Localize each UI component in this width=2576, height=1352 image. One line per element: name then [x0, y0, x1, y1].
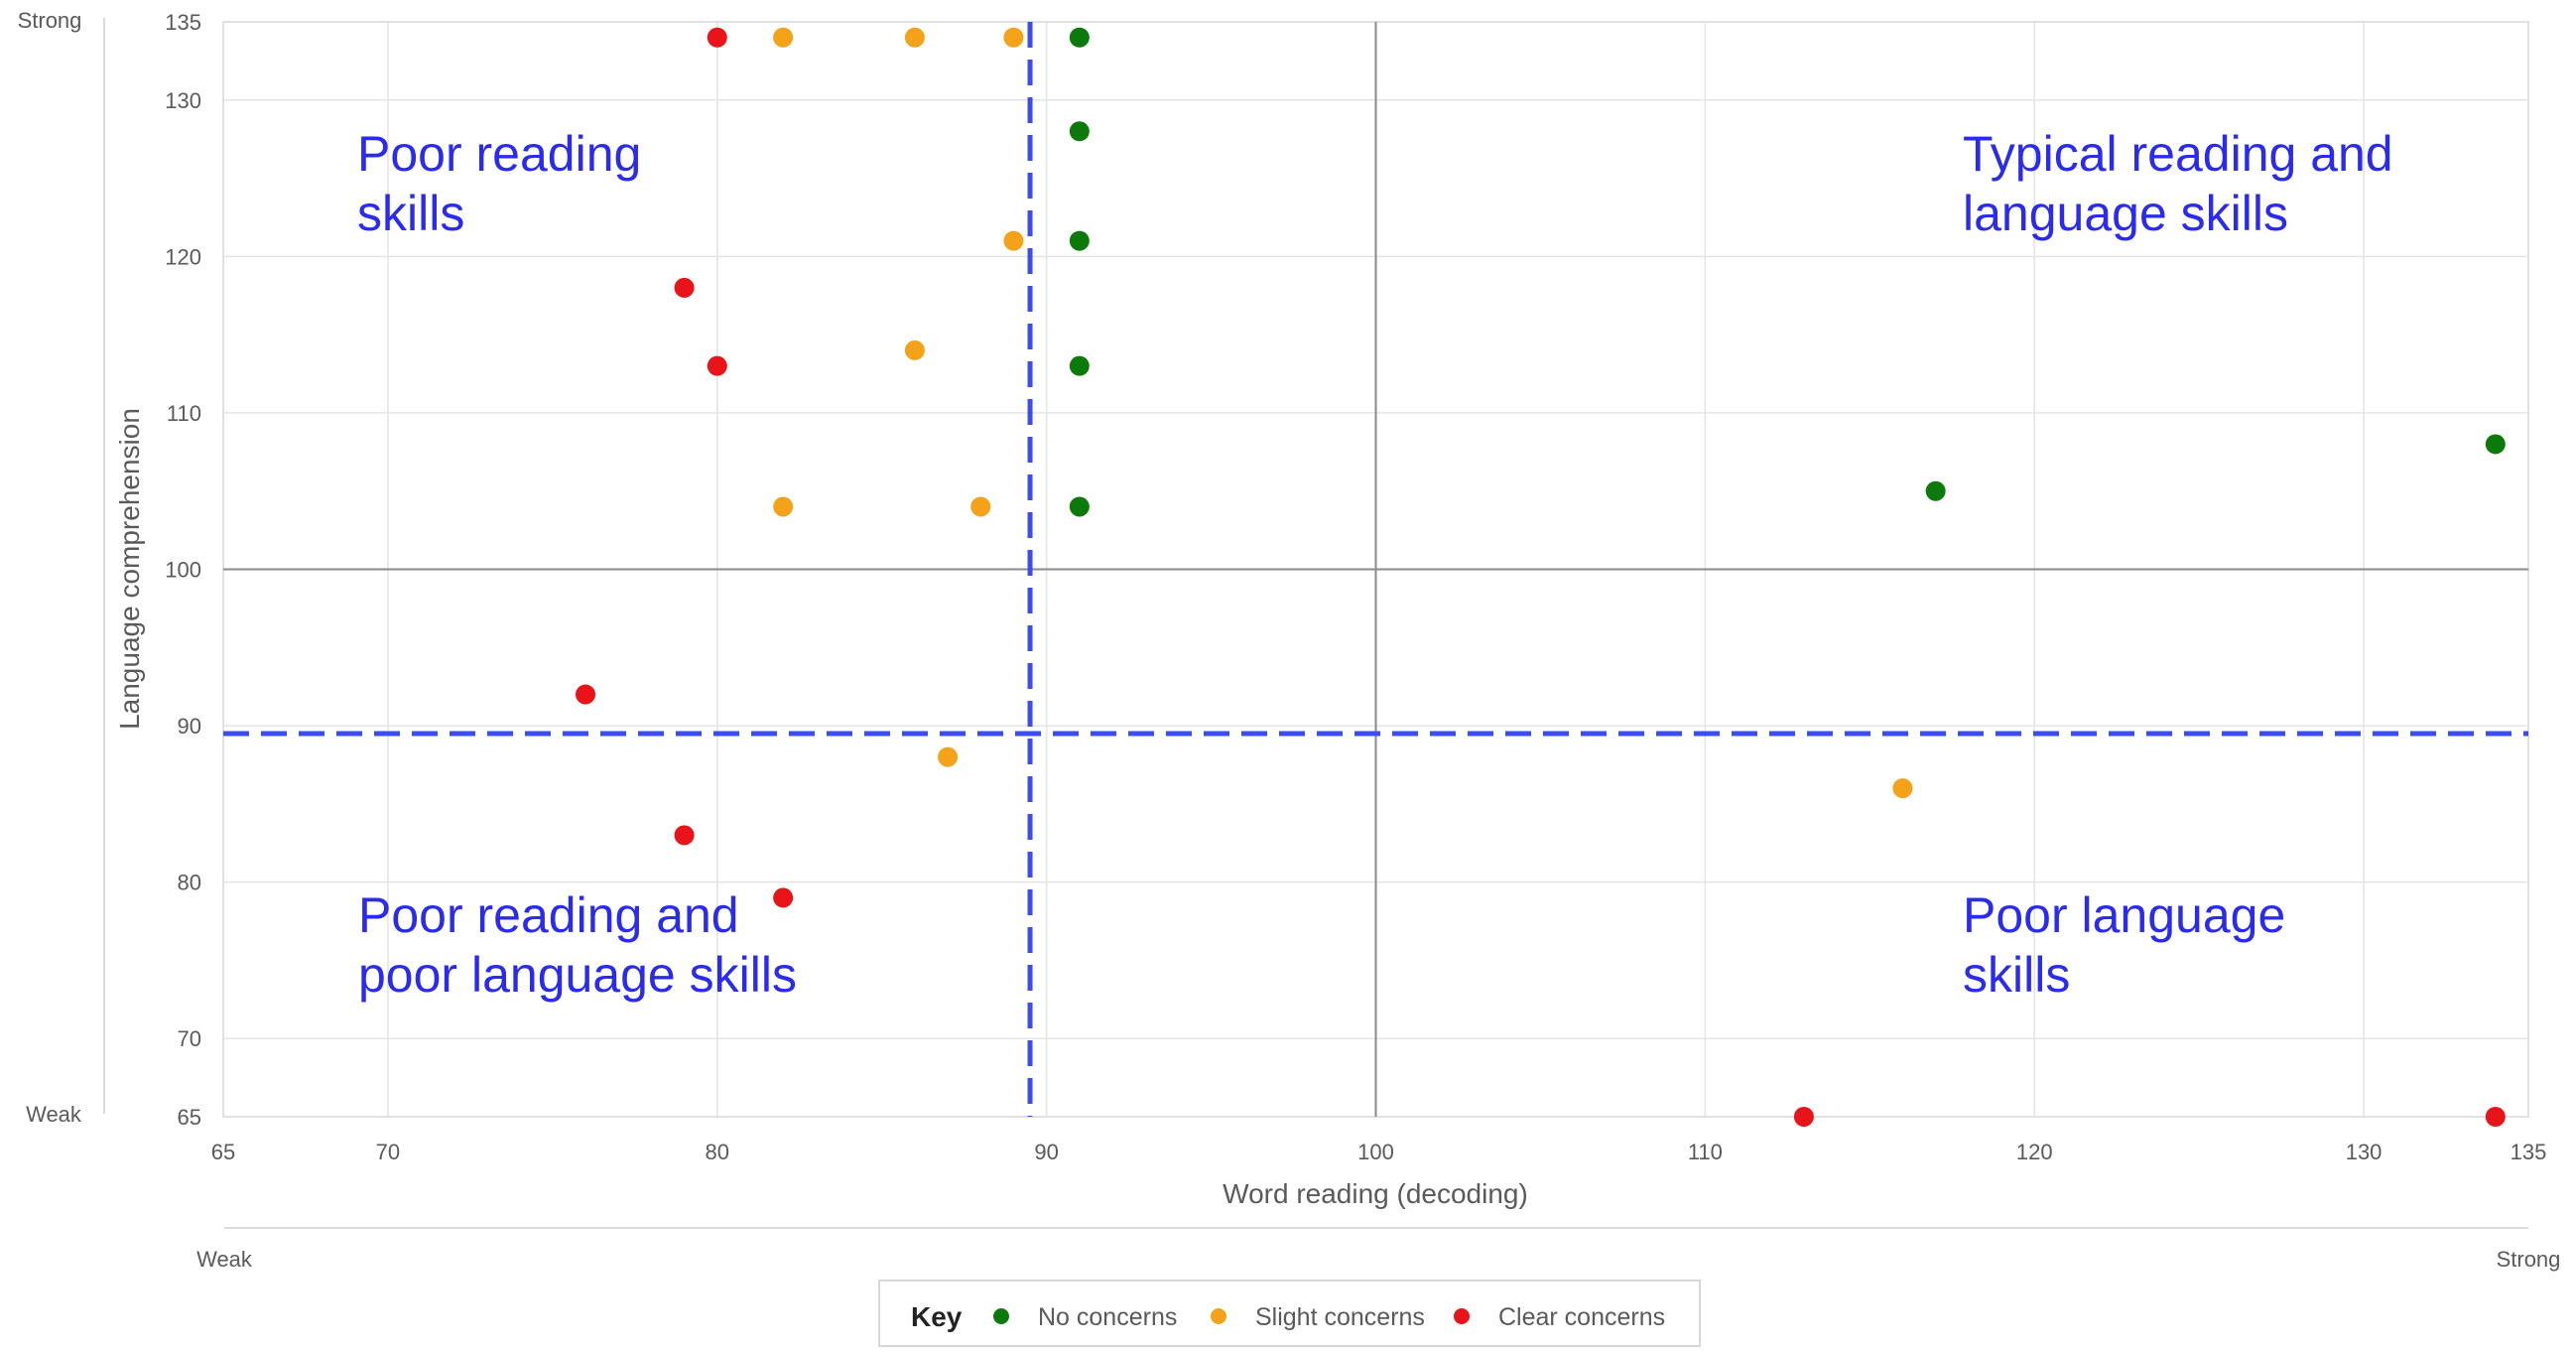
x-tick-label: 135 — [2511, 1140, 2547, 1164]
y-tick-label: 70 — [178, 1026, 201, 1051]
y-tick-label: 110 — [167, 401, 201, 426]
quadrant-label-line: poor language skills — [358, 947, 797, 1003]
y-tick-label: 80 — [178, 871, 201, 895]
x-tick-label: 130 — [2346, 1140, 2383, 1164]
x-tick-label: 100 — [1357, 1140, 1394, 1164]
quadrant-label-top-right: Typical reading and language skills — [1963, 126, 2393, 241]
data-point — [1003, 27, 1024, 48]
legend-items: No concerns Slight concerns Clear concerns — [993, 1303, 1665, 1331]
quadrant-label-line: Poor reading — [357, 126, 641, 182]
y-axis-title: Language comprehension — [114, 408, 145, 730]
quadrant-label-line: Poor reading and — [358, 887, 739, 943]
data-point — [1003, 230, 1024, 251]
x-tick-label: 110 — [1688, 1140, 1723, 1164]
data-point — [2485, 434, 2506, 455]
y-tick-label: 135 — [165, 10, 201, 35]
y-scale-high-label: Strong — [18, 8, 82, 33]
x-scale-high-label: Strong — [2497, 1247, 2561, 1272]
data-point — [1069, 496, 1090, 517]
data-point — [1069, 355, 1090, 376]
quadrant-label-line: language skills — [1963, 186, 2288, 241]
legend-label: Clear concerns — [1498, 1303, 1665, 1331]
y-tick-label: 65 — [178, 1105, 201, 1130]
x-axis-title: Word reading (decoding) — [1223, 1178, 1528, 1209]
legend-marker — [993, 1308, 1009, 1324]
x-tick-label: 70 — [376, 1140, 400, 1164]
quadrant-label-bottom-right: Poor language skills — [1963, 887, 2285, 1003]
quadrant-label-line: Poor language — [1963, 887, 2285, 943]
x-tick-label: 80 — [706, 1140, 729, 1164]
data-point — [1069, 27, 1090, 48]
data-point — [938, 746, 959, 767]
data-point — [707, 355, 727, 376]
y-tick-label: 100 — [165, 558, 201, 583]
data-point — [1069, 121, 1090, 142]
data-point — [576, 684, 596, 705]
cutoff-lines — [223, 22, 2528, 1117]
center-lines — [223, 22, 2528, 1117]
quadrant-label-line: skills — [357, 186, 464, 241]
x-scale-low-label: Weak — [196, 1247, 253, 1272]
y-tick-label: 90 — [178, 714, 201, 739]
legend-marker — [1454, 1308, 1470, 1324]
axes: Word reading (decoding) Language compreh… — [18, 8, 2561, 1272]
legend: Key No concerns Slight concerns Clear conc… — [878, 1280, 1701, 1347]
quadrant-label-line: Typical reading and — [1963, 126, 2393, 182]
data-point — [773, 27, 794, 48]
y-tick-label: 120 — [165, 244, 201, 269]
legend-marker — [1211, 1308, 1226, 1324]
data-point — [1793, 1107, 1814, 1127]
data-point — [2485, 1107, 2506, 1127]
quadrant-label-top-left: Poor reading skills — [357, 126, 641, 241]
x-tick-label: 120 — [2016, 1140, 2053, 1164]
data-point — [674, 277, 695, 298]
data-point — [674, 825, 695, 846]
data-point — [1069, 230, 1090, 251]
quadrant-label-bottom-left: Poor reading and poor language skills — [358, 887, 797, 1003]
data-point — [970, 496, 991, 517]
legend-title: Key — [911, 1301, 963, 1332]
data-point — [1892, 778, 1913, 799]
tick-labels: 65 70 80 90 100 110 120 130 135 65 70 80 90 100 110 120… — [165, 10, 2546, 1164]
x-tick-label: 65 — [211, 1140, 235, 1164]
legend-box — [878, 1280, 1701, 1347]
data-point — [773, 887, 794, 908]
data-point — [773, 496, 794, 517]
x-tick-label: 90 — [1034, 1140, 1058, 1164]
data-point — [1925, 480, 1946, 501]
y-scale-low-label: Weak — [26, 1102, 82, 1127]
data-point — [707, 27, 727, 48]
legend-label: Slight concerns — [1255, 1303, 1425, 1331]
y-tick-label: 130 — [165, 88, 201, 113]
data-point — [904, 27, 925, 48]
quadrant-label-line: skills — [1963, 947, 2070, 1003]
legend-label: No concerns — [1038, 1303, 1177, 1331]
data-point — [904, 339, 925, 360]
data-points — [576, 27, 2506, 1127]
